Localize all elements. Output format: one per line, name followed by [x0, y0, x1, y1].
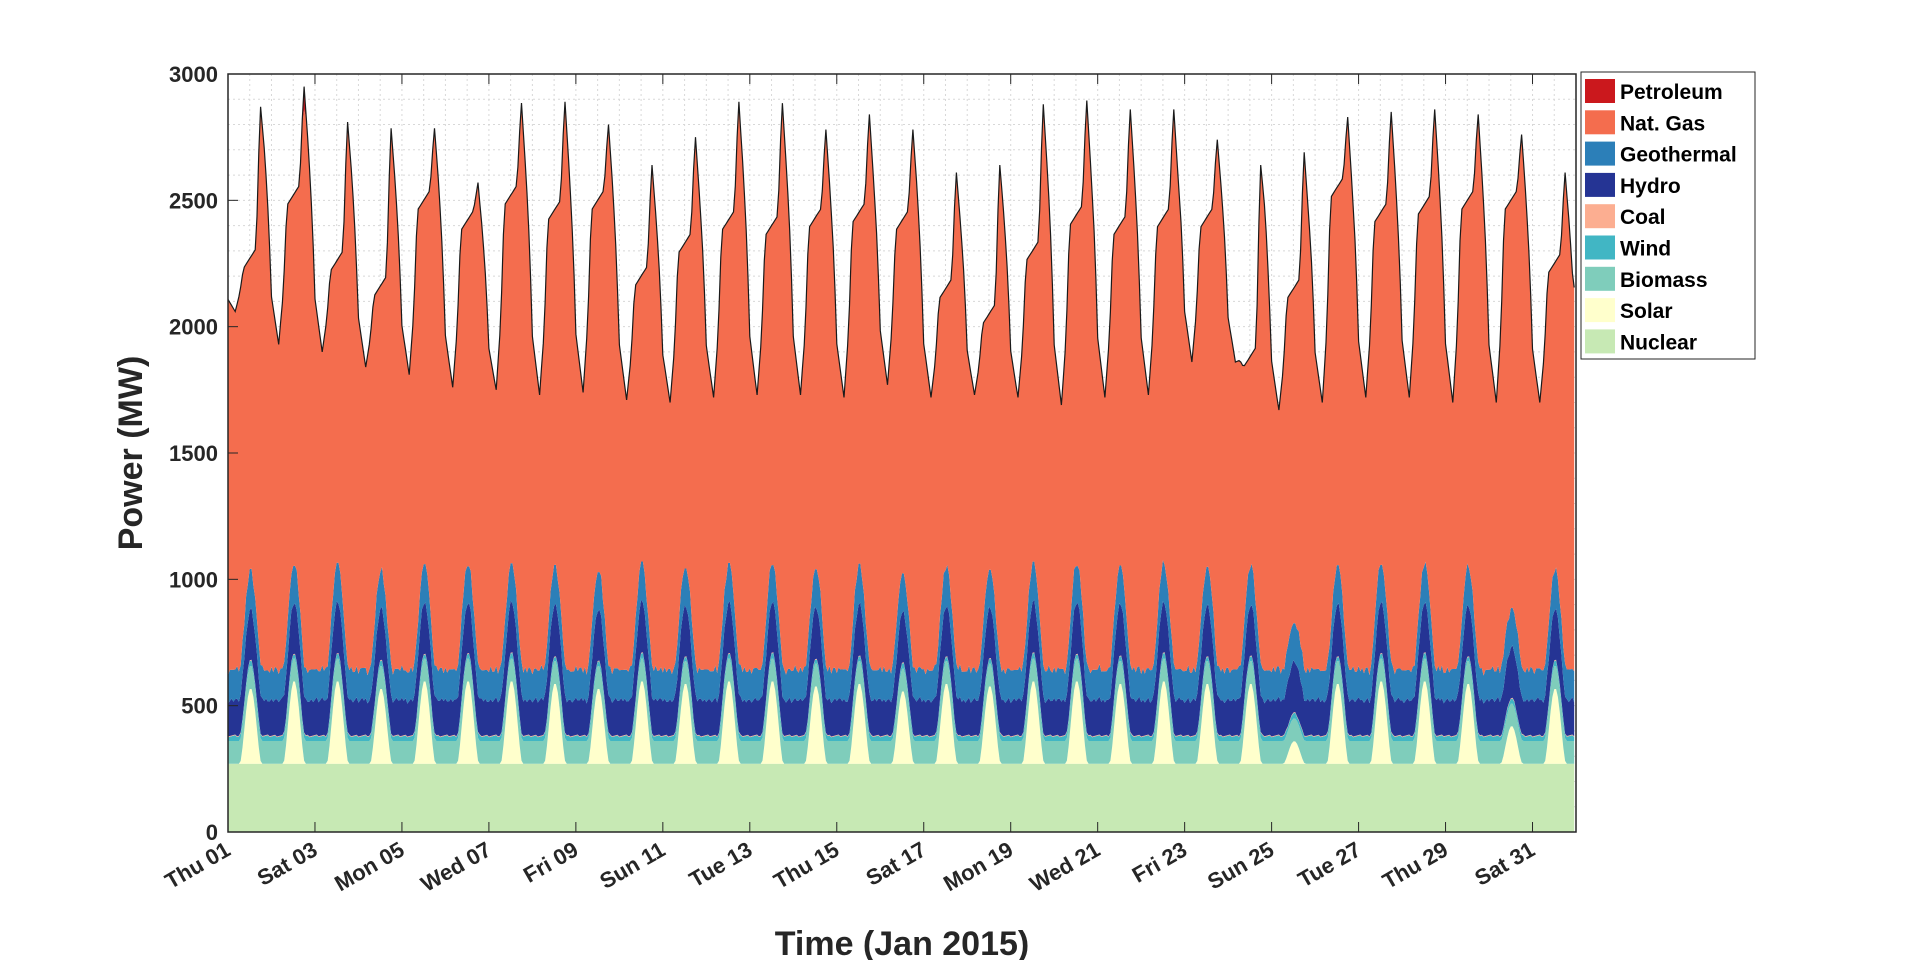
- area-hydro: [228, 599, 1575, 737]
- legend-item-nat-gas: Nat. Gas: [1585, 110, 1705, 135]
- legend: Petroleum Nat. Gas Geothermal Hydro Coal Wind…: [1580, 71, 1756, 360]
- legend-label: Hydro: [1620, 175, 1681, 198]
- area-biomass: [228, 658, 1575, 764]
- legend-item-biomass: Biomass: [1585, 266, 1708, 292]
- legend-swatch: [1585, 141, 1615, 166]
- legend-swatch: [1585, 235, 1615, 260]
- legend-label: Geothermal: [1620, 144, 1737, 167]
- legend-label: Nat. Gas: [1620, 112, 1705, 135]
- legend-item-nuclear: Nuclear: [1585, 329, 1697, 354]
- y-tick-label: 2500: [169, 188, 218, 213]
- x-tick-label: Tue 13: [685, 837, 756, 893]
- legend-item-solar: Solar: [1585, 298, 1673, 323]
- legend-swatch: [1585, 329, 1615, 354]
- y-tick-label: 1500: [169, 441, 218, 466]
- area-wind: [228, 653, 1575, 741]
- legend-item-coal: Coal: [1585, 204, 1666, 229]
- x-tick-label: Fri 09: [519, 837, 582, 888]
- x-tick-label: Mon 19: [939, 837, 1017, 897]
- legend-swatch: [1585, 172, 1615, 197]
- x-tick-label: Sat 31: [1470, 837, 1539, 891]
- area-geothermal: [228, 560, 1575, 704]
- area-nat-gas: [228, 100, 1575, 676]
- legend-swatch: [1585, 110, 1615, 135]
- x-tick-label: Sat 03: [253, 837, 322, 891]
- legend-label: Wind: [1620, 238, 1671, 261]
- legend-swatch: [1585, 298, 1615, 323]
- y-tick-label: 0: [206, 820, 218, 845]
- x-tick-label: Thu 15: [769, 837, 843, 894]
- legend-item-petroleum: Petroleum: [1585, 79, 1723, 104]
- legend-label: Petroleum: [1620, 81, 1723, 104]
- y-tick-label: 1000: [169, 567, 218, 592]
- x-tick-label: Sat 17: [862, 837, 931, 891]
- legend-label: Biomass: [1620, 269, 1708, 292]
- x-tick-label: Thu 01: [161, 837, 235, 894]
- y-axis-label: Power (MW): [112, 356, 150, 551]
- legend-swatch: [1585, 204, 1615, 229]
- area-nuclear: [228, 763, 1575, 832]
- x-tick-label: Wed 21: [1025, 837, 1104, 897]
- stacked-areas: [227, 86, 1575, 832]
- area-solar: [228, 681, 1575, 764]
- y-tick-label: 500: [181, 694, 218, 719]
- x-tick-label: Thu 29: [1378, 837, 1452, 894]
- x-axis-label: Time (Jan 2015): [775, 925, 1030, 960]
- legend-item-hydro: Hydro: [1585, 172, 1681, 198]
- legend-item-wind: Wind: [1585, 235, 1671, 261]
- legend-label: Nuclear: [1620, 331, 1697, 354]
- legend-swatch: [1585, 79, 1615, 103]
- total-outline: [227, 86, 1575, 411]
- legend-label: Solar: [1620, 300, 1673, 323]
- x-tick-label: Mon 05: [330, 837, 408, 897]
- legend-item-geothermal: Geothermal: [1585, 141, 1737, 167]
- x-tick-label: Wed 07: [417, 837, 496, 897]
- x-tick-label: Sun 11: [595, 837, 669, 894]
- legend-swatch: [1585, 266, 1615, 291]
- legend-label: Coal: [1620, 206, 1666, 229]
- y-tick-label: 2000: [169, 315, 218, 340]
- x-tick-label: Tue 27: [1294, 837, 1365, 893]
- x-tick-label: Fri 23: [1128, 837, 1191, 888]
- x-tick-label: Sun 25: [1203, 837, 1278, 895]
- y-tick-label: 3000: [169, 62, 218, 87]
